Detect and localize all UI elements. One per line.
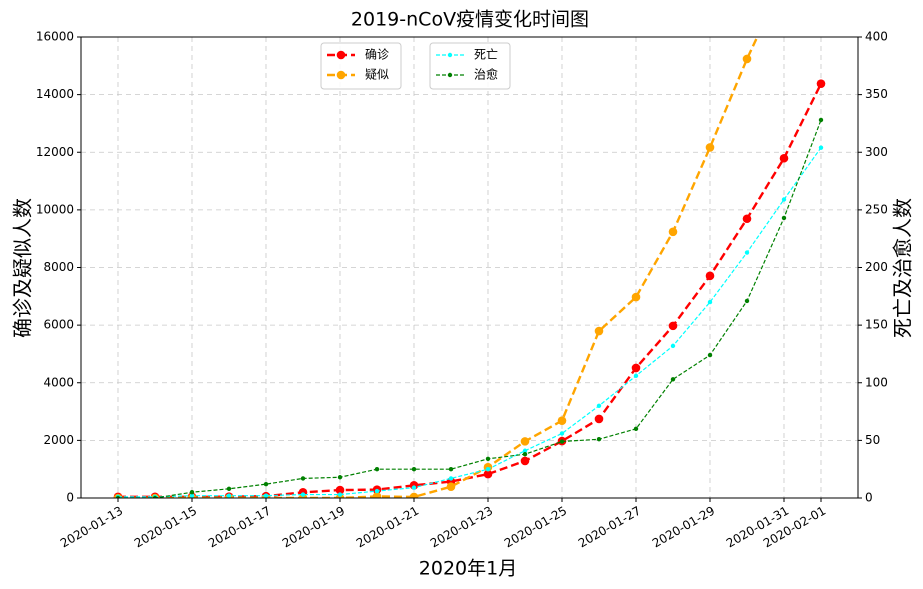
data-point [633, 373, 639, 379]
y-tick-label: 12000 [36, 145, 74, 159]
legend-label: 疑似 [365, 67, 389, 82]
data-point [226, 486, 232, 491]
data-point [337, 492, 343, 497]
y-tick-label: 2000 [43, 433, 74, 447]
legend-label: 确诊 [365, 48, 389, 62]
data-point [411, 485, 417, 490]
data-point [707, 299, 713, 305]
data-point [485, 456, 491, 462]
series-line [118, 37, 759, 498]
x-axis-label: 2020年1月 [419, 558, 517, 580]
data-point [633, 426, 639, 432]
y-axis-label: 确诊及疑似人数 [11, 198, 35, 338]
y2-tick-label: 150 [865, 318, 888, 332]
data-point [226, 493, 232, 498]
data-point [520, 456, 530, 466]
data-point [374, 488, 380, 494]
y-tick-label: 4000 [43, 375, 74, 389]
data-point [372, 492, 382, 498]
y2-tick-label: 100 [865, 375, 888, 389]
data-point [559, 431, 565, 436]
data-point [446, 482, 456, 491]
data-point [115, 495, 121, 498]
data-point [705, 143, 715, 152]
data-point [781, 197, 787, 202]
data-point [818, 117, 824, 123]
data-point [742, 214, 752, 224]
data-point [522, 448, 528, 453]
data-point [779, 153, 789, 163]
data-point [448, 466, 454, 472]
data-point [411, 466, 417, 472]
data-point [335, 485, 345, 495]
data-point [594, 414, 604, 424]
y-tick-label: 0 [66, 491, 74, 505]
legend-marker [336, 70, 346, 80]
data-point [300, 476, 306, 481]
y2-tick-label: 300 [865, 145, 888, 159]
data-point [409, 492, 419, 498]
data-point [816, 79, 826, 88]
legend-marker [336, 50, 346, 60]
data-point [668, 321, 678, 331]
data-point [448, 476, 454, 481]
y-tick-label: 14000 [36, 87, 74, 101]
data-point [781, 215, 787, 221]
series-line [118, 147, 822, 498]
chart-title: 2019-nCoV疫情变化时间图 [351, 9, 589, 31]
data-point [485, 466, 491, 472]
data-point [705, 271, 715, 281]
y2-tick-label: 250 [865, 202, 888, 216]
y2-axis-label: 死亡及治愈人数 [891, 198, 915, 338]
data-point [670, 377, 676, 382]
data-point [189, 493, 195, 498]
data-point [670, 343, 676, 349]
data-point [742, 54, 752, 64]
data-point [483, 469, 493, 479]
data-point [557, 416, 567, 425]
data-point [263, 481, 269, 487]
data-point [744, 298, 750, 304]
plot-area [113, 37, 826, 498]
y-tick-label: 8000 [43, 260, 74, 274]
data-point [596, 437, 602, 442]
y-tick-label: 10000 [36, 202, 74, 216]
data-point [520, 437, 530, 446]
data-point [818, 145, 824, 150]
data-point [596, 403, 602, 408]
legend-marker [447, 72, 453, 78]
y2-tick-label: 400 [865, 30, 888, 44]
data-point [559, 439, 565, 444]
data-point [668, 227, 678, 237]
data-point [300, 492, 306, 497]
series-line [118, 119, 822, 498]
legend-marker [447, 52, 453, 58]
y-tick-label: 6000 [43, 318, 74, 332]
data-point [594, 326, 604, 336]
data-point [152, 495, 158, 498]
data-point [631, 292, 641, 302]
y2-tick-label: 200 [865, 260, 888, 274]
data-point [374, 466, 380, 472]
data-point [707, 352, 713, 358]
data-point [337, 475, 343, 480]
data-point [189, 490, 195, 495]
legend-label: 治愈 [474, 67, 498, 82]
data-point [744, 250, 750, 255]
legend-label: 死亡 [474, 48, 498, 62]
plot-frame [80, 36, 859, 499]
y-tick-label: 16000 [36, 30, 74, 44]
data-point [631, 363, 641, 373]
y2-tick-label: 50 [865, 433, 880, 447]
y2-tick-label: 0 [865, 491, 873, 505]
y2-tick-label: 350 [865, 87, 888, 101]
data-point [263, 493, 269, 498]
data-point [522, 452, 528, 457]
